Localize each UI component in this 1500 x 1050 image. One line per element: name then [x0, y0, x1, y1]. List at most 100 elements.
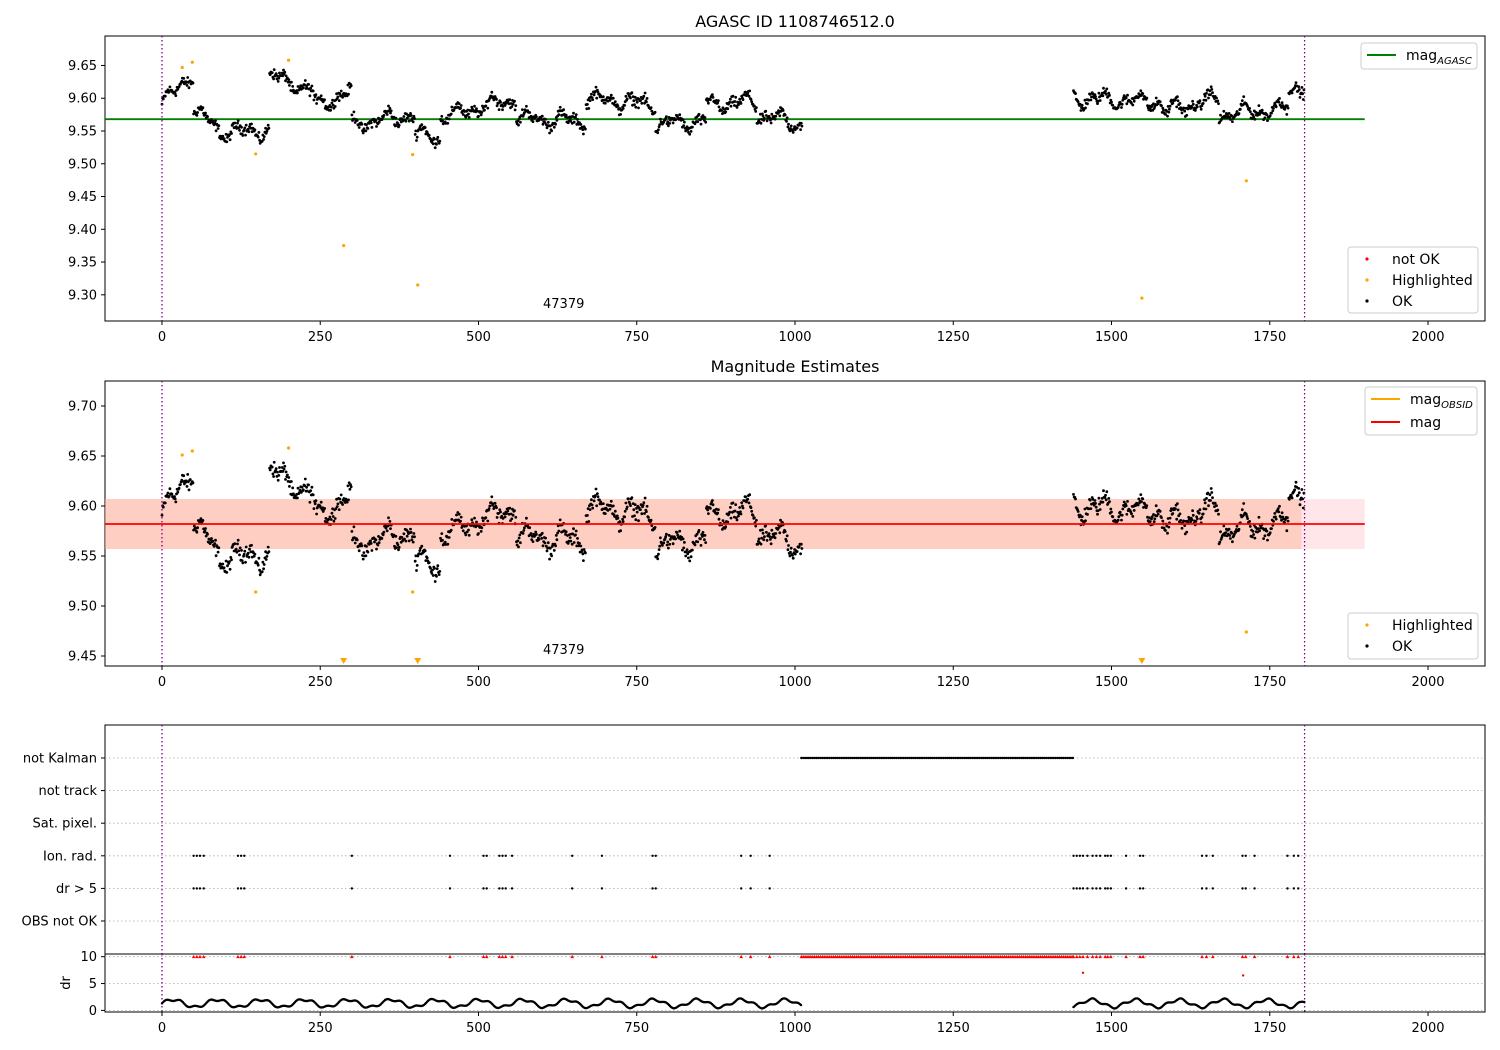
- flag-point-ion-rad: [1124, 854, 1128, 857]
- ok-point: [667, 546, 670, 550]
- flag-point-not-kalman: [851, 756, 854, 760]
- highlighted-point: [1244, 630, 1248, 634]
- flag-point-not-kalman: [800, 756, 803, 760]
- ok-point: [1158, 100, 1162, 104]
- ok-point: [587, 520, 591, 523]
- ok-point: [1290, 496, 1294, 500]
- ok-point: [1097, 91, 1101, 95]
- ok-point: [746, 497, 750, 501]
- ok-point: [530, 538, 534, 541]
- ok-point: [1227, 527, 1231, 531]
- ok-point: [1186, 520, 1190, 524]
- ok-point: [369, 121, 373, 125]
- ok-point: [616, 516, 620, 520]
- ok-point: [166, 88, 170, 92]
- ok-point: [388, 106, 392, 110]
- x-tick-label: 500: [466, 1021, 491, 1036]
- ok-point: [508, 98, 512, 102]
- ok-point: [284, 478, 287, 481]
- ok-point: [1230, 114, 1234, 118]
- ok-point: [594, 85, 598, 89]
- flag-point-not-kalman: [1028, 756, 1031, 760]
- ok-point: [726, 107, 730, 111]
- ok-point: [1074, 92, 1077, 95]
- ok-point: [324, 517, 328, 520]
- ok-point: [329, 518, 333, 521]
- ok-point: [1272, 519, 1275, 523]
- ok-point: [413, 535, 416, 539]
- ok-point: [366, 127, 370, 130]
- ok-point: [1229, 537, 1232, 540]
- dr-clipped-marker: [236, 954, 240, 959]
- ok-point: [308, 94, 312, 98]
- ok-point: [1248, 520, 1251, 523]
- flag-point-dr5: [1072, 887, 1075, 890]
- ok-point: [1222, 109, 1226, 113]
- x-tick-label: 2000: [1411, 1021, 1444, 1036]
- ok-point: [586, 103, 589, 106]
- ok-point: [558, 105, 562, 109]
- flag-point-not-kalman: [919, 756, 923, 760]
- flag-point-not-kalman: [1014, 756, 1018, 760]
- flag-point-not-kalman: [936, 756, 940, 760]
- ok-point: [665, 115, 668, 119]
- flag-point-not-kalman: [1016, 756, 1019, 760]
- flag-point-not-kalman: [1047, 756, 1050, 760]
- ok-point: [740, 501, 744, 505]
- ok-point: [500, 514, 504, 518]
- ok-point: [592, 93, 596, 97]
- ok-point: [603, 512, 607, 515]
- ok-point: [1246, 105, 1249, 108]
- ok-point: [1080, 103, 1084, 107]
- ok-point: [733, 100, 737, 103]
- flag-point-not-kalman: [853, 756, 856, 760]
- ok-point: [639, 508, 642, 511]
- dr-clipped-marker: [739, 954, 743, 959]
- ok-point: [168, 487, 172, 491]
- flag-point-not-kalman: [969, 756, 972, 760]
- ok-point: [1124, 96, 1128, 100]
- ok-point: [243, 126, 247, 130]
- ok-point: [781, 109, 785, 112]
- ok-point: [309, 86, 312, 90]
- ok-point: [1268, 114, 1272, 118]
- ok-point: [452, 109, 456, 112]
- ok-point: [774, 114, 778, 118]
- ok-point: [236, 121, 239, 125]
- ok-point: [786, 548, 790, 552]
- ok-point: [1227, 112, 1231, 115]
- flag-point-ion-rad: [243, 854, 246, 857]
- ok-point: [357, 549, 361, 553]
- flag-point-ion-rad: [654, 854, 657, 857]
- legend-label-mag-agasc: magAGASC: [1406, 48, 1472, 67]
- ok-point: [375, 547, 378, 551]
- flag-row-label: not Kalman: [23, 752, 97, 767]
- ok-point: [387, 109, 391, 113]
- dr-clipped-marker: [194, 954, 199, 959]
- ok-point: [1191, 99, 1194, 103]
- ok-point: [571, 532, 575, 536]
- flag-point-ion-rad: [485, 854, 488, 857]
- flag-point-not-kalman: [859, 756, 862, 760]
- ok-point: [789, 550, 792, 554]
- ok-point: [362, 551, 366, 554]
- flag-point-not-kalman: [995, 756, 999, 760]
- ok-point: [1263, 116, 1267, 120]
- ok-point: [535, 533, 538, 536]
- ok-point: [1237, 527, 1241, 531]
- flag-point-not-kalman: [1062, 756, 1065, 760]
- ok-point: [1286, 519, 1290, 523]
- flag-point-not-kalman: [807, 756, 811, 760]
- ok-point: [365, 545, 368, 548]
- flag-point-ion-rad: [1138, 854, 1142, 857]
- dr-clipped-marker: [1085, 954, 1090, 959]
- ok-point: [699, 537, 702, 541]
- ok-point: [233, 121, 237, 125]
- ok-point: [581, 128, 585, 132]
- ok-point: [310, 485, 314, 489]
- ok-point: [1252, 533, 1255, 536]
- flag-point-not-kalman: [967, 756, 970, 760]
- ok-point: [753, 516, 756, 520]
- flag-point-not-kalman: [840, 756, 843, 760]
- legend-swatch-ok-2: [1365, 644, 1369, 648]
